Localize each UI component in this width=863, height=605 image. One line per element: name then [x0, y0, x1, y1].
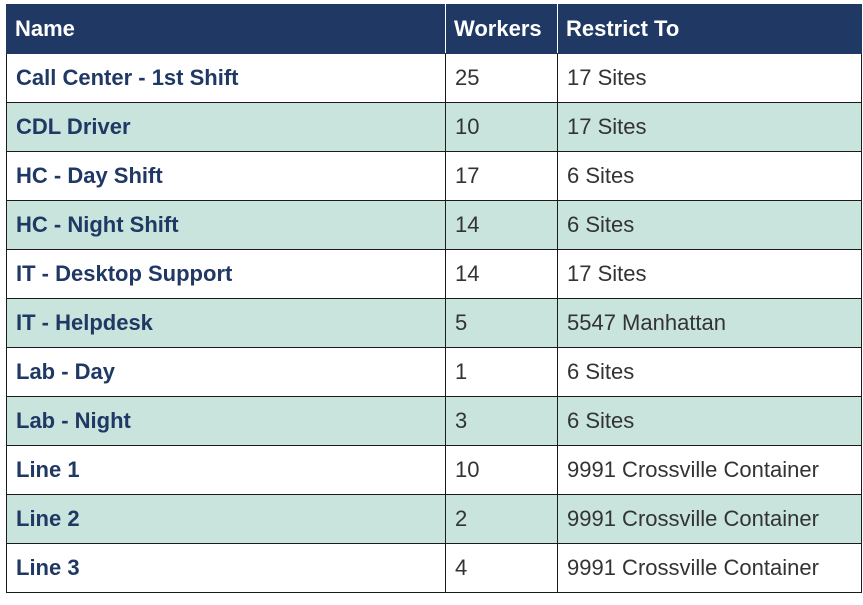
table-row[interactable]: Lab - Night 3 6 Sites: [6, 396, 862, 446]
workers-cell: 10: [445, 445, 558, 495]
table-row[interactable]: IT - Helpdesk 5 5547 Manhattan: [6, 298, 862, 348]
restrict-to-cell: 9991 Crossville Container: [557, 445, 862, 495]
table-row[interactable]: IT - Desktop Support 14 17 Sites: [6, 249, 862, 299]
restrict-to-cell: 9991 Crossville Container: [557, 543, 862, 593]
table-body: Call Center - 1st Shift 25 17 Sites CDL …: [6, 53, 862, 593]
restrict-to-cell: 5547 Manhattan: [557, 298, 862, 348]
table-row[interactable]: Line 1 10 9991 Crossville Container: [6, 445, 862, 495]
shifts-table-container: Name Workers Restrict To Call Center - 1…: [6, 4, 862, 593]
workers-cell: 14: [445, 200, 558, 250]
workers-cell: 17: [445, 151, 558, 201]
name-cell: IT - Desktop Support: [6, 249, 446, 299]
column-header-restrict-to[interactable]: Restrict To: [557, 4, 862, 54]
column-header-workers[interactable]: Workers: [445, 4, 558, 54]
name-cell: Lab - Night: [6, 396, 446, 446]
table-row[interactable]: HC - Night Shift 14 6 Sites: [6, 200, 862, 250]
workers-cell: 5: [445, 298, 558, 348]
table-header: Name Workers Restrict To: [6, 4, 862, 54]
name-cell: CDL Driver: [6, 102, 446, 152]
restrict-to-cell: 17 Sites: [557, 102, 862, 152]
table-row[interactable]: Call Center - 1st Shift 25 17 Sites: [6, 53, 862, 103]
name-cell: HC - Night Shift: [6, 200, 446, 250]
name-cell: IT - Helpdesk: [6, 298, 446, 348]
table-row[interactable]: HC - Day Shift 17 6 Sites: [6, 151, 862, 201]
workers-cell: 2: [445, 494, 558, 544]
restrict-to-cell: 17 Sites: [557, 249, 862, 299]
workers-cell: 14: [445, 249, 558, 299]
restrict-to-cell: 6 Sites: [557, 200, 862, 250]
workers-cell: 10: [445, 102, 558, 152]
restrict-to-cell: 6 Sites: [557, 347, 862, 397]
name-cell: Call Center - 1st Shift: [6, 53, 446, 103]
name-cell: Lab - Day: [6, 347, 446, 397]
table-row[interactable]: Line 2 2 9991 Crossville Container: [6, 494, 862, 544]
table-row[interactable]: Line 3 4 9991 Crossville Container: [6, 543, 862, 593]
name-cell: Line 1: [6, 445, 446, 495]
table-row[interactable]: CDL Driver 10 17 Sites: [6, 102, 862, 152]
workers-cell: 3: [445, 396, 558, 446]
column-header-name[interactable]: Name: [6, 4, 446, 54]
name-cell: Line 3: [6, 543, 446, 593]
restrict-to-cell: 6 Sites: [557, 396, 862, 446]
table-row[interactable]: Lab - Day 1 6 Sites: [6, 347, 862, 397]
name-cell: Line 2: [6, 494, 446, 544]
workers-cell: 25: [445, 53, 558, 103]
restrict-to-cell: 17 Sites: [557, 53, 862, 103]
workers-cell: 4: [445, 543, 558, 593]
restrict-to-cell: 9991 Crossville Container: [557, 494, 862, 544]
workers-cell: 1: [445, 347, 558, 397]
header-row: Name Workers Restrict To: [6, 4, 862, 54]
shifts-table: Name Workers Restrict To Call Center - 1…: [6, 4, 862, 593]
restrict-to-cell: 6 Sites: [557, 151, 862, 201]
name-cell: HC - Day Shift: [6, 151, 446, 201]
